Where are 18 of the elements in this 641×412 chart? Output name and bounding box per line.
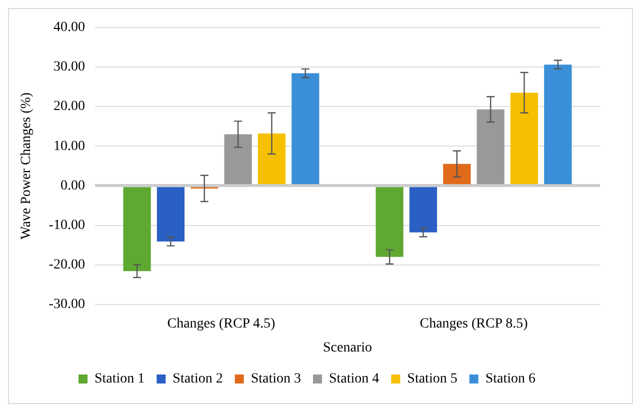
legend-label: Station 2	[172, 372, 223, 387]
legend-label: Station 5	[407, 372, 458, 387]
y-tick-label: -10.00	[48, 218, 85, 233]
x-tick-label: Changes (RCP 4.5)	[167, 316, 276, 332]
y-tick-label: 30.00	[53, 60, 85, 75]
x-tick-label: Changes (RCP 8.5)	[420, 316, 528, 332]
legend-label: Station 4	[329, 372, 380, 387]
y-tick-label: -20.00	[48, 258, 85, 272]
y-tick-label: 40.00	[53, 20, 85, 36]
y-tick-label: 0.00	[60, 178, 85, 194]
legend-label: Station 6	[485, 372, 536, 387]
y-axis-title: Wave Power Changes (%)	[19, 92, 34, 240]
y-tick-label: 10.00	[53, 138, 85, 154]
legend-label: Station 1	[94, 372, 145, 387]
y-tick-label: 20.00	[53, 99, 85, 114]
y-tick-label: -30.00	[48, 297, 85, 312]
legend-label: Station 3	[250, 372, 302, 387]
x-axis-title: Scenario	[322, 340, 372, 356]
